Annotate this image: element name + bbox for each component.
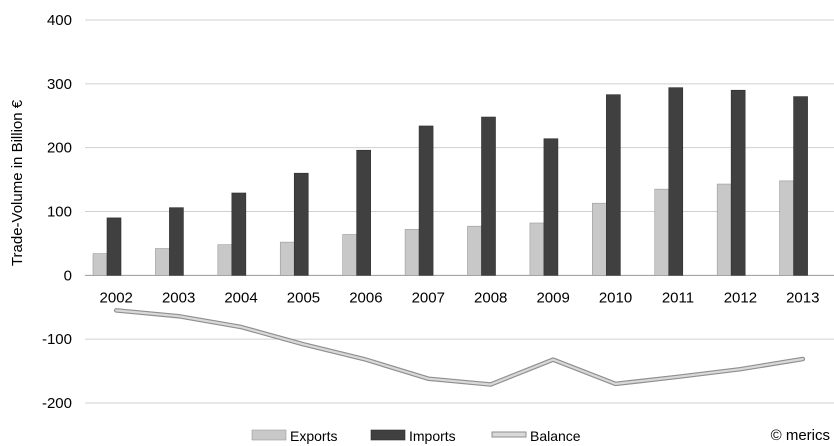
bar-exports-2007 [404,229,420,276]
y-tick-label: 0 [64,267,72,284]
legend-label-exports: Exports [290,428,337,444]
x-tick-label-2002: 2002 [100,289,133,306]
bar-exports-2002 [92,253,108,276]
x-tick-label-2005: 2005 [287,289,320,306]
x-tick-label-2007: 2007 [412,289,445,306]
legend-label-balance: Balance [530,428,581,444]
bar-imports-2003 [169,207,184,276]
legend-swatch-exports [251,429,287,441]
y-axis-title: Trade-Volume in Billion € [9,99,26,266]
y-tick-label: 200 [47,140,72,157]
legend-label-imports: Imports [409,428,456,444]
bar-exports-2008 [467,225,482,276]
bar-imports-2004 [231,192,247,276]
bar-imports-2009 [543,138,559,276]
bar-exports-2010 [592,202,607,276]
bar-exports-2006 [342,234,357,276]
x-tick-label-2003: 2003 [162,289,195,306]
bar-imports-2012 [730,89,746,276]
copyright-label: © merics [771,427,830,444]
bar-imports-2005 [293,172,309,276]
x-axis: 2002 2003 2004 2005 2006 2007 2008 2009 2010 2011… [100,289,820,306]
balance-line-layer [113,308,806,387]
bars [92,87,808,276]
x-tick-label-2004: 2004 [224,289,257,306]
bar-imports-2002 [106,217,122,276]
gridlines [85,19,834,404]
bar-exports-2013 [779,180,794,276]
x-tick-label-2010: 2010 [599,289,632,306]
bar-exports-2004 [217,244,233,276]
bar-exports-2012 [716,183,732,276]
x-tick-label-2011: 2011 [662,289,694,306]
bar-imports-2008 [481,116,496,276]
bar-exports-2005 [279,241,295,276]
bar-imports-2007 [418,125,434,276]
bar-exports-2003 [155,248,170,276]
x-tick-label-2006: 2006 [349,289,382,306]
x-tick-label-2008: 2008 [474,289,507,306]
y-tick-label: 400 [47,12,72,29]
legend: Exports Imports Balance [251,428,581,444]
bar-imports-2010 [606,94,621,276]
y-tick-label: 300 [47,76,72,93]
y-tick-label: -200 [42,395,72,412]
y-tick-label: 100 [47,204,72,221]
bar-imports-2011 [668,87,684,276]
bar-exports-2009 [529,222,545,276]
balance-line [115,309,804,386]
legend-swatch-imports [370,429,406,441]
y-axis: 400 300 200 100 0 -100 -200 [42,12,72,412]
bar-imports-2013 [793,96,808,276]
x-tick-label-2009: 2009 [536,289,569,306]
y-tick-label: -100 [42,331,72,348]
bar-exports-2011 [654,188,670,276]
x-tick-label-2013: 2013 [786,289,819,306]
x-tick-label-2012: 2012 [724,289,757,306]
legend-swatch-balance [491,431,527,438]
bar-imports-2006 [356,149,371,276]
